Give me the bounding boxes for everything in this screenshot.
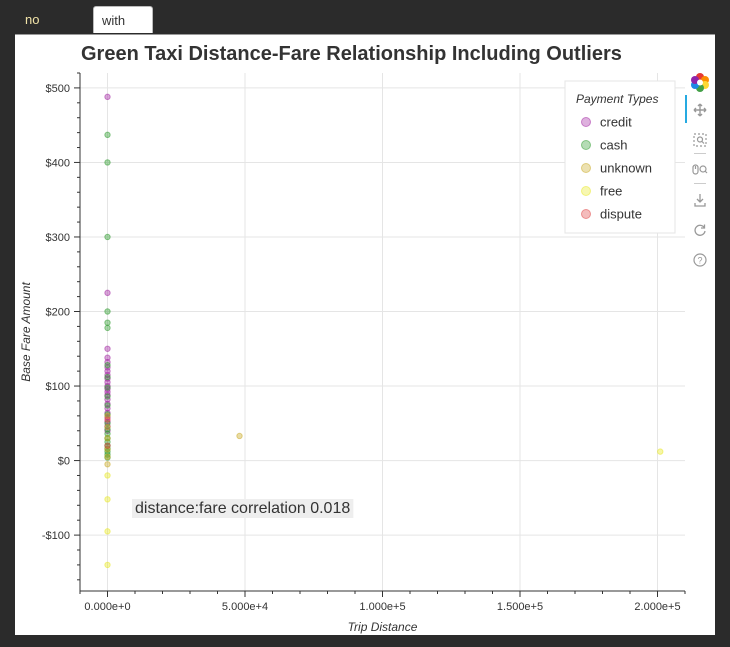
data-point-unknown [104, 423, 111, 431]
y-tick-label: $300 [46, 232, 70, 244]
scatter-plot[interactable]: 0.000e+0 5.000e+4 1.000e+5 1.500e+5 2.000e+5… [15, 35, 715, 635]
legend-marker-unknown [581, 163, 591, 173]
data-point-cash [104, 373, 111, 381]
data-point-free [104, 472, 111, 479]
legend-label-dispute: dispute [600, 207, 642, 222]
x-tick-label: 1.000e+5 [359, 601, 405, 613]
legend-label-unknown: unknown [600, 161, 652, 176]
data-point-cash [104, 430, 111, 437]
bokeh-logo-icon[interactable] [687, 71, 713, 93]
data-point-free [104, 528, 111, 535]
data-point-credit [104, 93, 111, 101]
data-point-cash [104, 159, 111, 166]
legend-label-cash: cash [600, 138, 627, 153]
y-tick-label: $200 [46, 307, 70, 319]
chart-title: Green Taxi Distance-Fare Relationship In… [81, 43, 622, 65]
y-tick-label: $100 [46, 381, 70, 393]
data-point-cash [104, 393, 111, 400]
data-point-unknown [104, 435, 111, 442]
data-point-cash [104, 361, 111, 369]
box-zoom-icon[interactable] [687, 129, 713, 151]
tab-no-outliers[interactable]: no outliers [25, 12, 67, 54]
tab-with-outliers[interactable]: with outliers [93, 6, 153, 55]
data-point-cash [104, 402, 111, 409]
legend-marker-credit [581, 117, 591, 127]
pan-icon[interactable] [687, 99, 713, 121]
correlation-annotation: distance:fare correlation 0.018 [135, 500, 350, 517]
svg-text:?: ? [697, 256, 702, 266]
data-point-dispute [104, 442, 111, 449]
data-point-free [104, 561, 111, 569]
legend-box [564, 80, 676, 234]
legend-marker-dispute [581, 209, 591, 219]
x-tick-label: 2.000e+5 [634, 601, 680, 613]
x-tick-label: 1.500e+5 [497, 601, 543, 613]
help-icon[interactable]: ? [687, 249, 713, 271]
chart-panel: Green Taxi Distance-Fare Relationship In… [15, 34, 715, 635]
reset-icon[interactable] [687, 219, 713, 241]
y-tick-label: $0 [58, 456, 70, 468]
wheel-zoom-icon[interactable] [687, 159, 713, 181]
y-tick-label: $400 [46, 157, 70, 169]
legend-marker-free [581, 186, 591, 196]
annotation-background [132, 499, 354, 518]
data-point-unknown [104, 461, 111, 468]
data-point-credit [104, 354, 111, 361]
x-axis-label: Trip Distance [348, 620, 418, 634]
y-tick-label: $500 [46, 83, 70, 95]
data-point-unknown [236, 432, 243, 440]
data-point-free [657, 448, 664, 455]
legend-label-free: free [600, 184, 622, 199]
data-point-unknown [104, 453, 111, 461]
x-tick-label: 5.000e+4 [222, 601, 268, 613]
legend-marker-cash [581, 140, 591, 150]
data-point-cash [104, 131, 111, 139]
legend-label-credit: credit [600, 115, 632, 130]
y-axis-label: Base Fare Amount [19, 282, 33, 382]
save-icon[interactable] [687, 189, 713, 211]
data-point-credit [104, 289, 111, 297]
data-point-credit [104, 345, 111, 352]
data-point-cash [104, 233, 111, 241]
data-point-cash [104, 308, 111, 315]
data-point-cash [104, 324, 111, 332]
data-point-dispute [104, 416, 111, 423]
data-point-cash [104, 384, 111, 391]
data-point-cash [104, 319, 111, 326]
x-tick-label: 0.000e+0 [84, 601, 130, 613]
legend-title: Payment Types [576, 92, 658, 106]
y-tick-label: -$100 [42, 530, 70, 542]
data-point-free [104, 496, 111, 503]
